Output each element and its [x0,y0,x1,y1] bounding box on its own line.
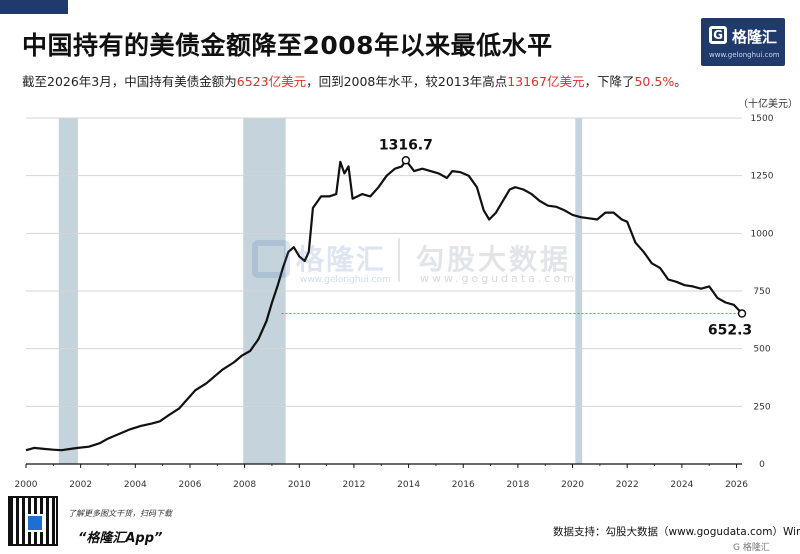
y-tick-label: 250 [753,402,770,412]
watermark-logo-icon [252,240,290,278]
watermark-url: www.gelonghui.com [300,275,391,285]
x-tick-label: 2008 [233,480,256,490]
watermark-name: 格隆汇 [296,243,387,276]
x-tick-label: 2024 [670,480,693,490]
page-subtitle: 截至2026年3月，中国持有美债金额为6523亿美元，回到2008年水平，较20… [22,71,687,90]
x-tick-label: 2014 [397,480,420,490]
annotation-label: 1316.7 [379,137,433,153]
subtitle-text: 。 [674,74,687,89]
annotation-marker [401,156,411,165]
watermark-name-secondary: 勾股大数据 [416,243,572,276]
x-tick-label: 2026 [725,480,748,490]
x-tick-label: 2010 [288,480,311,490]
brand-logo: G 格隆汇 www.gelonghui.com [701,18,785,66]
subtitle-highlight: 13167亿美元 [507,74,585,89]
logo-name: 格隆汇 [732,28,778,46]
page-title: 中国持有的美债金额降至2008年以来最低水平 [22,31,553,60]
x-tick-label: 2016 [452,480,475,490]
logo-url: www.gelonghui.com [709,51,780,59]
y-tick-label: 1500 [751,114,774,124]
y-axis-unit: （十亿美元） [738,99,798,110]
subtitle-text: 截至2026年3月，中国持有美债金额为 [22,74,237,89]
subtitle-highlight: 6523亿美元 [236,74,307,89]
y-tick-label: 1250 [751,172,774,182]
y-tick-label: 750 [753,287,770,297]
x-tick-label: 2022 [616,480,639,490]
top-accent-bar [0,0,68,14]
subtitle-highlight: 50.5% [634,74,675,89]
x-tick-label: 2012 [342,480,365,490]
y-tick-label: 0 [759,460,765,470]
subtitle-text: ，回到2008年水平，较2013年高点 [306,74,508,89]
annotation-marker [737,309,747,318]
footer-hint: 了解更多图文干货，扫码下载 [68,509,172,518]
series-line [25,159,743,452]
x-tick-label: 2018 [506,480,529,490]
data-source: 数据支持：勾股大数据（www.gogudata.com）Wind [553,526,800,538]
x-tick-label: 2000 [15,480,38,490]
x-tick-label: 2004 [124,480,147,490]
watermark-url-secondary: www.gogudata.com [420,272,577,285]
y-tick-label: 500 [753,345,770,355]
logo-mark-icon: G [709,26,727,44]
x-tick-label: 2020 [561,480,584,490]
footer-app-name: “格隆汇App” [78,531,163,546]
qr-code-icon[interactable] [8,496,58,546]
x-tick-label: 2002 [69,480,92,490]
corner-logo: G 格隆汇 [733,543,770,553]
y-tick-label: 1000 [751,229,774,239]
subtitle-text: ，下降了 [584,74,635,89]
annotation-label: 652.3 [708,323,752,339]
x-tick-label: 2006 [179,480,202,490]
watermark-separator [398,238,400,282]
